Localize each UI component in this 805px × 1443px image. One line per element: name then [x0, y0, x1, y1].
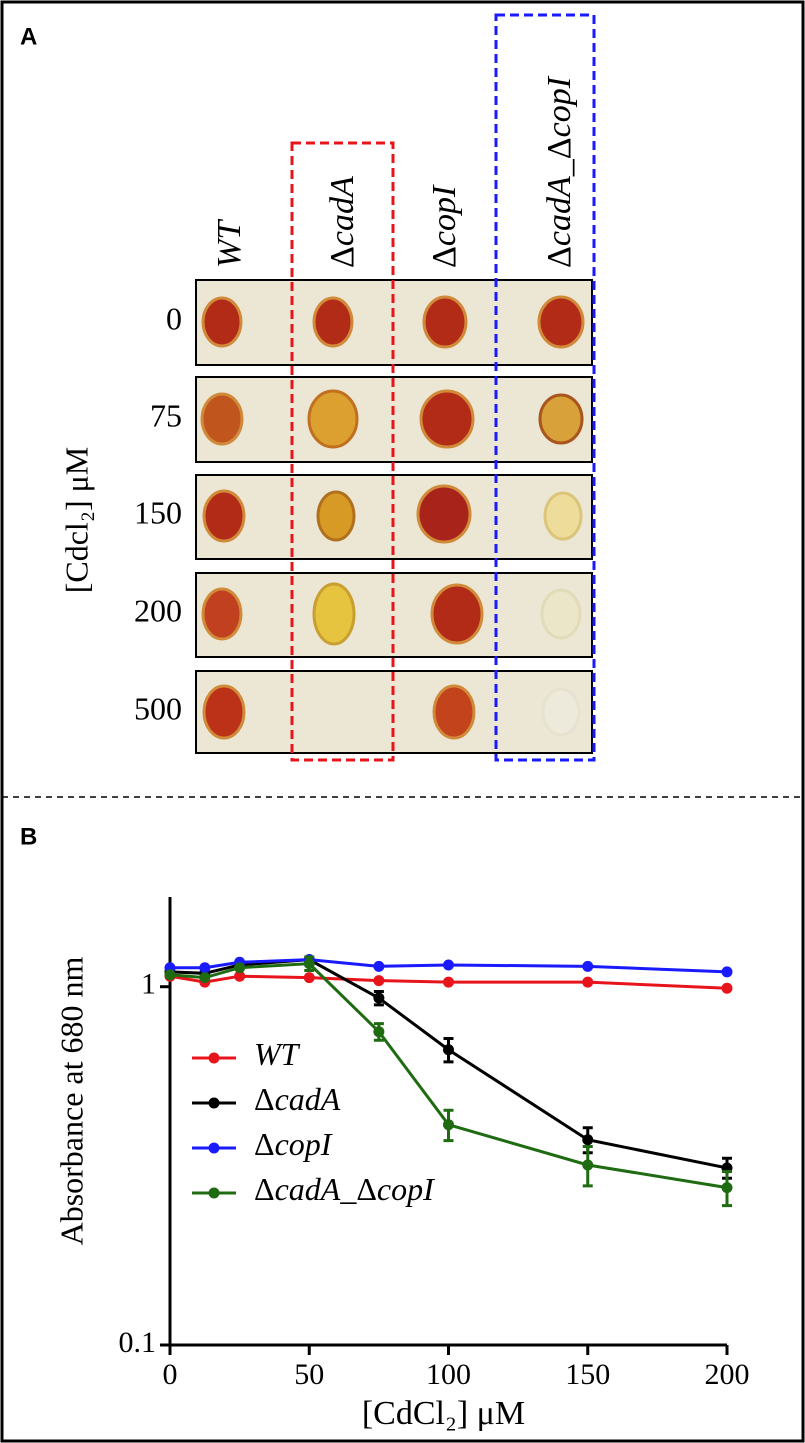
- data-point: [303, 972, 315, 984]
- data-point: [721, 982, 733, 994]
- column-label: WT: [211, 219, 248, 268]
- legend-label: ΔcopI: [254, 1126, 333, 1162]
- spot: [537, 295, 585, 349]
- spot: [200, 392, 244, 446]
- spot: [543, 491, 583, 541]
- spot: [419, 389, 475, 449]
- y-axis-label: Absorbance at 680 nm: [53, 956, 89, 1245]
- x-tick-label: 100: [426, 1358, 471, 1391]
- data-point: [443, 976, 454, 988]
- spot: [307, 389, 359, 449]
- data-point: [373, 960, 385, 972]
- panel-label: A: [20, 23, 37, 50]
- legend-label: ΔcadA: [254, 1081, 341, 1117]
- data-point: [721, 1182, 733, 1194]
- highlight-box: [290, 141, 395, 762]
- row-label: 150: [134, 494, 182, 530]
- data-point: [164, 969, 176, 981]
- panel-label: B: [20, 823, 37, 850]
- data-point: [582, 1159, 594, 1171]
- row-label: 0: [166, 300, 182, 336]
- legend-marker: [208, 1097, 220, 1109]
- spot: [201, 587, 243, 641]
- series-line: [169, 962, 728, 1190]
- x-tick-label: 150: [565, 1358, 610, 1391]
- data-point: [443, 959, 454, 971]
- spot: [312, 582, 356, 646]
- plate-row: [195, 670, 593, 754]
- data-point: [199, 972, 211, 984]
- y-tick-label: 1: [141, 968, 156, 1001]
- legend-label: ΔcadA_ΔcopI: [254, 1171, 435, 1207]
- data-point: [234, 962, 246, 974]
- spot: [432, 684, 476, 740]
- column-label: ΔcadA: [324, 176, 361, 268]
- data-point: [443, 1044, 454, 1056]
- data-point: [582, 960, 594, 972]
- legend-marker: [208, 1052, 220, 1064]
- spot: [316, 490, 356, 542]
- spot: [541, 687, 581, 737]
- spot: [430, 583, 484, 645]
- data-point: [373, 1026, 385, 1038]
- spot: [538, 393, 584, 445]
- legend-marker: [208, 1142, 220, 1154]
- legend-label: WT: [254, 1036, 301, 1072]
- spot: [422, 295, 468, 349]
- row-label: 75: [150, 397, 182, 433]
- plate-row: [195, 474, 593, 560]
- data-point: [373, 992, 385, 1004]
- spot: [312, 296, 354, 348]
- series-line: [169, 958, 728, 1170]
- data-point: [443, 1119, 454, 1131]
- highlight-box: [494, 13, 596, 762]
- x-tick-label: 0: [163, 1358, 178, 1391]
- column-label: ΔcadA_ΔcopI: [541, 75, 578, 268]
- chart: 0 50 100 150 200 0.1 1 [CdCl₂] μM Absorbance at …: [53, 897, 750, 1432]
- y-tick-label: 0.1: [119, 1326, 157, 1359]
- spot: [416, 484, 472, 544]
- spots: [200, 295, 585, 740]
- data-point: [303, 958, 315, 970]
- legend-marker: [208, 1187, 220, 1199]
- panel-a-labels: WT ΔcadA ΔcopI ΔcadA_ΔcopI 0 75 150 200 500: [134, 75, 578, 726]
- y-axis-label: [Cdcl₂] μM: [58, 447, 94, 594]
- x-tick-label: 200: [705, 1358, 750, 1391]
- spot: [202, 684, 246, 740]
- data-point: [234, 970, 246, 982]
- x-tick-label: 50: [294, 1358, 324, 1391]
- data-point: [199, 962, 211, 974]
- spot: [201, 296, 243, 348]
- x-axis-label: [CdCl₂] μM: [362, 1395, 525, 1432]
- spot: [540, 588, 582, 640]
- row-label: 200: [134, 592, 182, 628]
- data-point: [721, 966, 733, 978]
- plate-row: [195, 572, 593, 658]
- plates: [195, 279, 593, 754]
- spot: [202, 489, 246, 543]
- data-point: [582, 1134, 594, 1146]
- column-label: ΔcopI: [426, 184, 463, 268]
- series-line: [170, 958, 728, 974]
- data-point: [582, 976, 594, 988]
- row-label: 500: [134, 690, 182, 726]
- data-point: [373, 975, 385, 987]
